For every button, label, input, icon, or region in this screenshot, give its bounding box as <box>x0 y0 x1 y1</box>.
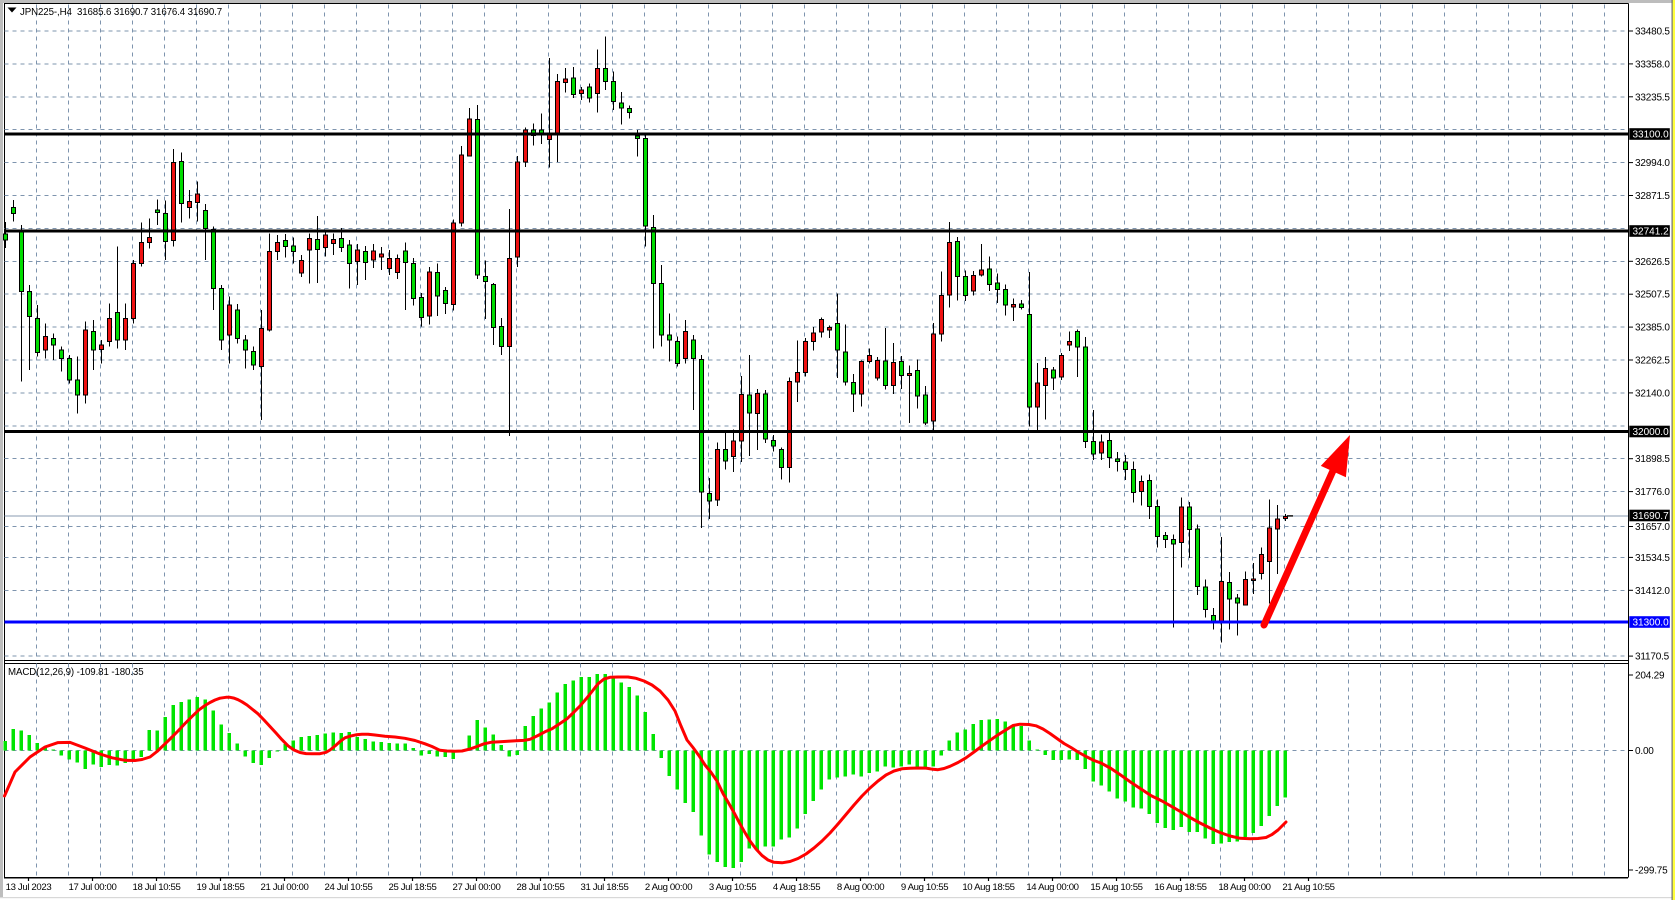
svg-text:16 Aug 18:55: 16 Aug 18:55 <box>1154 882 1206 893</box>
svg-text:33480.5: 33480.5 <box>1635 27 1670 38</box>
svg-text:32994.0: 32994.0 <box>1635 158 1670 169</box>
svg-text:21 Aug 10:55: 21 Aug 10:55 <box>1282 882 1334 893</box>
svg-text:31534.5: 31534.5 <box>1635 553 1670 564</box>
svg-text:31170.5: 31170.5 <box>1635 652 1670 663</box>
svg-text:25 Jul 18:55: 25 Jul 18:55 <box>388 882 436 893</box>
svg-text:19 Jul 18:55: 19 Jul 18:55 <box>196 882 244 893</box>
svg-text:9 Aug 10:55: 9 Aug 10:55 <box>901 882 948 893</box>
svg-text:28 Jul 10:55: 28 Jul 10:55 <box>516 882 564 893</box>
svg-text:32140.0: 32140.0 <box>1635 388 1670 399</box>
svg-text:13 Jul 2023: 13 Jul 2023 <box>6 882 52 893</box>
svg-text:33358.0: 33358.0 <box>1635 59 1670 70</box>
svg-text:18 Aug 00:00: 18 Aug 00:00 <box>1218 882 1270 893</box>
svg-text:27 Jul 00:00: 27 Jul 00:00 <box>452 882 500 893</box>
svg-text:4 Aug 18:55: 4 Aug 18:55 <box>773 882 820 893</box>
svg-text:31690.7: 31690.7 <box>1633 511 1670 522</box>
svg-text:31300.0: 31300.0 <box>1633 618 1670 629</box>
svg-text:0.00: 0.00 <box>1635 746 1654 757</box>
svg-text:31412.0: 31412.0 <box>1635 586 1670 597</box>
svg-text:32000.0: 32000.0 <box>1633 427 1670 438</box>
svg-text:10 Aug 18:55: 10 Aug 18:55 <box>962 882 1014 893</box>
svg-text:33100.0: 33100.0 <box>1633 130 1670 141</box>
svg-text:14 Aug 00:00: 14 Aug 00:00 <box>1026 882 1078 893</box>
svg-text:32871.5: 32871.5 <box>1635 191 1670 202</box>
svg-text:32262.5: 32262.5 <box>1635 356 1670 367</box>
svg-text:32741.2: 32741.2 <box>1633 227 1670 238</box>
svg-text:204.29: 204.29 <box>1635 671 1665 682</box>
svg-text:24 Jul 10:55: 24 Jul 10:55 <box>324 882 372 893</box>
svg-text:31898.5: 31898.5 <box>1635 454 1670 465</box>
svg-text:JPN225-,H4 31685.6 31690.7 31: JPN225-,H4 31685.6 31690.7 31676.4 31690… <box>20 7 222 18</box>
svg-text:31776.0: 31776.0 <box>1635 487 1670 498</box>
svg-text:32507.5: 32507.5 <box>1635 290 1670 301</box>
svg-text:17 Jul 00:00: 17 Jul 00:00 <box>68 882 116 893</box>
svg-text:31657.0: 31657.0 <box>1635 522 1670 533</box>
svg-text:2 Aug 00:00: 2 Aug 00:00 <box>645 882 692 893</box>
svg-text:32626.5: 32626.5 <box>1635 257 1670 268</box>
svg-text:32385.0: 32385.0 <box>1635 323 1670 334</box>
svg-text:3 Aug 10:55: 3 Aug 10:55 <box>709 882 756 893</box>
svg-text:MACD(12,26,9) -109.81 -180.35: MACD(12,26,9) -109.81 -180.35 <box>8 667 144 678</box>
svg-text:33235.5: 33235.5 <box>1635 92 1670 103</box>
svg-text:31 Jul 18:55: 31 Jul 18:55 <box>580 882 628 893</box>
svg-text:-299.75: -299.75 <box>1635 866 1668 877</box>
svg-text:21 Jul 00:00: 21 Jul 00:00 <box>260 882 308 893</box>
svg-text:8 Aug 00:00: 8 Aug 00:00 <box>837 882 884 893</box>
svg-text:18 Jul 10:55: 18 Jul 10:55 <box>132 882 180 893</box>
svg-text:15 Aug 10:55: 15 Aug 10:55 <box>1090 882 1142 893</box>
